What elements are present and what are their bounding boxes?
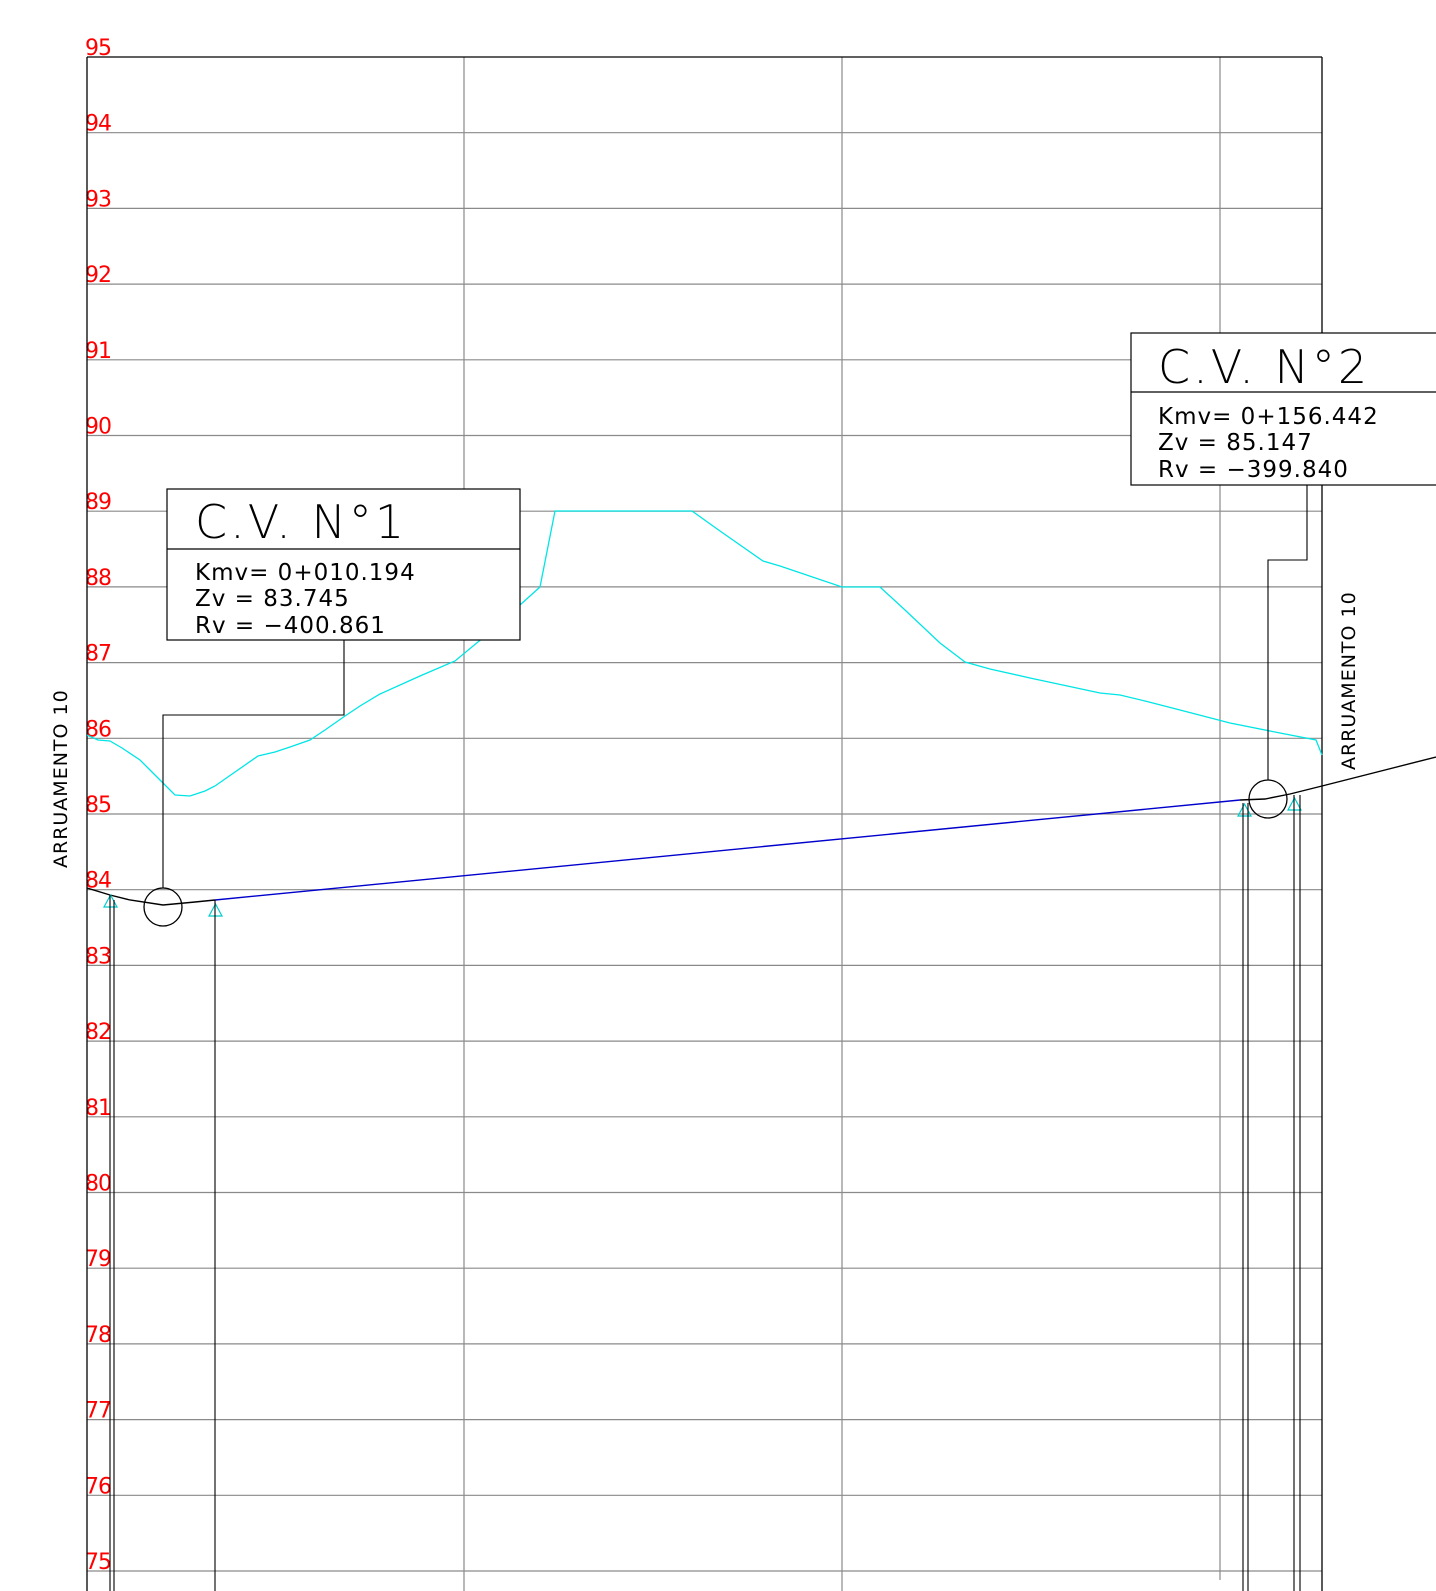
curve-1-zv: Zv = 83.745 <box>195 586 350 612</box>
curve-2-rv: Rv = −399.840 <box>1158 457 1349 483</box>
elevation-label-77: 77 <box>85 1399 111 1424</box>
elevation-label-85: 85 <box>85 793 111 818</box>
horizontal-grid <box>87 132 1322 1572</box>
elevation-label-92: 92 <box>85 263 111 288</box>
curve-2-info-box: C.V. N°2 Kmv= 0+156.442 Zv = 85.147 Rv =… <box>1130 332 1436 486</box>
elevation-labels: 9594939291908988878685848382818079787776… <box>85 36 112 1575</box>
elevation-label-89: 89 <box>85 490 111 515</box>
terrain-line <box>86 510 1323 797</box>
elevation-label-83: 83 <box>85 944 111 969</box>
profile-frame <box>86 56 1323 1591</box>
annotation-leaders <box>162 485 1308 888</box>
elevation-label-78: 78 <box>85 1323 111 1348</box>
elevation-label-76: 76 <box>85 1474 111 1499</box>
elevation-label-86: 86 <box>85 717 111 742</box>
elevation-label-79: 79 <box>85 1247 111 1272</box>
elevation-label-75: 75 <box>85 1550 111 1575</box>
curve-2-kmv: Kmv= 0+156.442 <box>1158 404 1379 430</box>
elevation-label-82: 82 <box>85 1020 111 1045</box>
road-name-right: ARRUAMENTO 10 <box>1338 591 1360 770</box>
curve-2-title: C.V. N°2 <box>1158 340 1370 394</box>
tangent-point-markers <box>102 796 1303 917</box>
elevation-label-93: 93 <box>85 187 111 212</box>
vertical-grid <box>463 57 1221 1591</box>
curve-2-zv: Zv = 85.147 <box>1158 430 1313 456</box>
curve-1-rv: Rv = −400.861 <box>195 613 386 639</box>
curve-1-title: C.V. N°1 <box>195 495 407 549</box>
elevation-label-80: 80 <box>85 1172 111 1197</box>
curve-1-kmv: Kmv= 0+010.194 <box>195 560 416 586</box>
elevation-label-91: 91 <box>85 339 111 364</box>
elevation-label-94: 94 <box>85 112 111 137</box>
elevation-label-90: 90 <box>85 415 111 440</box>
curve-1-vertex-marker <box>143 887 183 927</box>
grade-line <box>86 756 1436 906</box>
elevation-label-88: 88 <box>85 566 111 591</box>
road-name-left: ARRUAMENTO 10 <box>50 689 72 868</box>
station-reference-lines <box>109 795 1301 1591</box>
elevation-label-84: 84 <box>85 869 111 894</box>
elevation-label-81: 81 <box>85 1096 111 1121</box>
curve-1-info-box: C.V. N°1 Kmv= 0+010.194 Zv = 83.745 Rv =… <box>166 488 521 641</box>
elevation-label-87: 87 <box>85 642 111 667</box>
